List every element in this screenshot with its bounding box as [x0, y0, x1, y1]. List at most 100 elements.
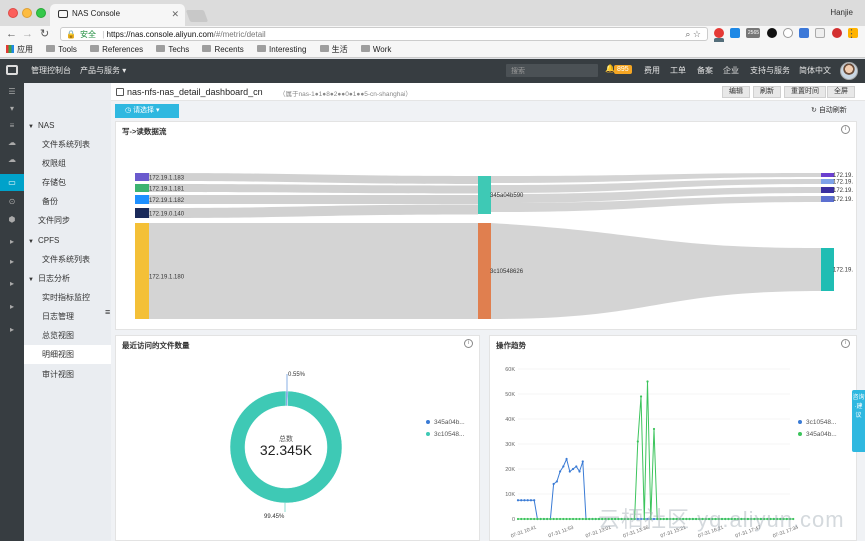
bell-icon[interactable]: 🔔: [605, 64, 615, 73]
y-tick-label: 40K: [505, 417, 515, 423]
search-icon[interactable]: ⊙: [8, 197, 16, 206]
url-input[interactable]: 🔒 安全 | https://nas.console.aliyun.com/#/m…: [60, 27, 708, 41]
feedback-tab[interactable]: 咨询·建议: [852, 390, 865, 452]
puzzle-icon[interactable]: [815, 28, 826, 38]
window-maximize-button[interactable]: [36, 8, 46, 18]
back-arrow-icon[interactable]: ←: [6, 28, 17, 40]
topbar-enterprise[interactable]: 企业: [723, 66, 739, 75]
storage-icon[interactable]: ⬢: [8, 215, 16, 224]
sidebar-group-cpfs[interactable]: ▼ CPFS: [24, 231, 111, 250]
series-point: [753, 517, 756, 521]
secure-label: 安全: [79, 30, 96, 39]
bookmark-work[interactable]: Work: [360, 42, 391, 57]
series-point: [536, 517, 539, 521]
bookmark-tools[interactable]: Tools: [46, 42, 77, 57]
products-menu[interactable]: 产品与服务 ▾: [80, 66, 127, 75]
info-icon[interactable]: i: [841, 339, 850, 348]
cursor-icon[interactable]: [782, 28, 793, 38]
topbar-language[interactable]: 简体中文: [799, 66, 831, 75]
refresh-button[interactable]: 刷新: [753, 86, 781, 98]
sidebar-item-filesystems[interactable]: 文件系统列表: [42, 140, 90, 149]
bookmark-life[interactable]: 生活: [319, 42, 348, 57]
bookmark-techs[interactable]: Techs: [156, 42, 189, 57]
fullscreen-button[interactable]: 全屏: [827, 86, 855, 98]
tab-close-icon[interactable]: ✕: [171, 9, 179, 19]
new-tab-button[interactable]: [185, 10, 209, 22]
sidebar-item-audit-view[interactable]: 审计视图: [42, 370, 74, 379]
series-point: [772, 517, 775, 521]
sidebar-item-permission-groups[interactable]: 权限组: [42, 159, 66, 168]
sidebar-item-detail-view[interactable]: 明细视图: [24, 345, 111, 364]
expand-right-icon[interactable]: ▸: [9, 279, 14, 288]
topbar-billing[interactable]: 费用: [644, 66, 660, 75]
bookmark-star-icon[interactable]: ☆: [692, 29, 701, 39]
sidebar-group-log-analysis[interactable]: ▼ 日志分析: [24, 269, 111, 288]
menu-icon[interactable]: ☰: [8, 87, 16, 96]
edit-button[interactable]: 编辑: [722, 86, 750, 98]
sidebar-item-overview[interactable]: 总览视图: [42, 331, 74, 340]
google-translate-icon[interactable]: [799, 28, 810, 38]
browser-menu-icon[interactable]: ⋮: [846, 28, 857, 40]
series-point: [620, 517, 623, 521]
series-point: [714, 517, 717, 521]
sidebar-item-file-sync[interactable]: 文件同步: [38, 216, 70, 225]
extension-badge[interactable]: 2565: [746, 28, 761, 38]
sidebar-item-storage-packages[interactable]: 存储包: [42, 178, 66, 187]
dashboard-header: nas-nfs-nas_detail_dashboard_cn （属于nas-1…: [111, 83, 865, 101]
cloud-upload-icon[interactable]: ☁: [8, 155, 16, 164]
topbar-support[interactable]: 支持与服务: [750, 66, 790, 75]
topbar-tickets[interactable]: 工单: [670, 66, 686, 75]
topbar-icp[interactable]: 备案: [697, 66, 713, 75]
sidebar-collapse-handle-icon[interactable]: ≡: [105, 307, 111, 317]
bookmark-recents[interactable]: Recents: [202, 42, 244, 57]
note-icon[interactable]: [847, 28, 858, 38]
browser-tab-active[interactable]: NAS Console ✕: [50, 4, 185, 26]
sidebar-item-realtime-metrics[interactable]: 实时指标监控: [42, 293, 90, 302]
browser-profile-name[interactable]: Hanjie: [830, 8, 853, 17]
sankey-source-label: 172.19.1.180: [149, 275, 185, 281]
bookmark-apps[interactable]: 应用: [6, 42, 33, 57]
zoom-icon[interactable]: ⌕: [685, 29, 691, 39]
reload-icon[interactable]: ↻: [40, 28, 50, 40]
sidebar-item-cpfs-filesystems[interactable]: 文件系统列表: [42, 255, 90, 264]
cloud-icon[interactable]: ☁: [8, 138, 16, 147]
trend-panel: 操作趋势 i 0 10K 20K 30K 40K 50K 60K 07-31 10:41 07-…: [489, 335, 857, 541]
aliyun-logo-icon[interactable]: [6, 65, 18, 75]
series-point: [552, 517, 555, 521]
sidebar-group-nas[interactable]: ▼ NAS: [24, 116, 111, 135]
nas-icon[interactable]: ▭: [0, 174, 24, 191]
info-icon[interactable]: i: [464, 339, 473, 348]
record-icon[interactable]: [766, 28, 777, 38]
expand-right-icon[interactable]: ▸: [9, 257, 14, 266]
sidebar-item-log-management[interactable]: 日志管理: [42, 312, 74, 321]
console-search-input[interactable]: 搜索: [506, 64, 598, 77]
series-point: [737, 517, 740, 521]
forward-arrow-icon[interactable]: →: [22, 28, 33, 40]
sankey-link: [149, 173, 478, 184]
filter-select-button[interactable]: ◷ 请选择 ▾: [115, 104, 179, 118]
donut-panel: 最近访问的文件数量 i 0.55% 99.45% 总数 32.345K 345a04b.…: [115, 335, 480, 541]
sankey-link: [149, 204, 478, 218]
window-close-button[interactable]: [8, 8, 18, 18]
reset-time-button[interactable]: 重置时间: [784, 86, 826, 98]
bookmark-interesting[interactable]: Interesting: [257, 42, 306, 57]
watermark: 云栖社区 yq.aliyun.com: [598, 507, 845, 532]
sidebar-item-backup[interactable]: 备份: [42, 197, 58, 206]
translate-icon[interactable]: [730, 28, 741, 38]
console-home-link[interactable]: 管理控制台: [31, 66, 71, 75]
shield-icon[interactable]: [831, 28, 842, 38]
avatar[interactable]: [840, 62, 858, 80]
series-point: [630, 517, 633, 521]
bookmark-references[interactable]: References: [90, 42, 143, 57]
notification-badge[interactable]: 895: [614, 65, 632, 74]
adblock-icon[interactable]: [714, 28, 724, 38]
list-icon[interactable]: ≡: [9, 121, 15, 130]
y-tick-label: 10K: [505, 492, 515, 498]
window-minimize-button[interactable]: [22, 8, 32, 18]
auto-refresh-toggle[interactable]: ↻ 自动刷新: [811, 107, 847, 114]
info-icon[interactable]: i: [841, 125, 850, 134]
expand-right-icon[interactable]: ▸: [9, 325, 14, 334]
expand-right-icon[interactable]: ▸: [9, 302, 14, 311]
expand-right-icon[interactable]: ▸: [9, 237, 14, 246]
collapse-down-icon[interactable]: ▾: [9, 104, 14, 113]
